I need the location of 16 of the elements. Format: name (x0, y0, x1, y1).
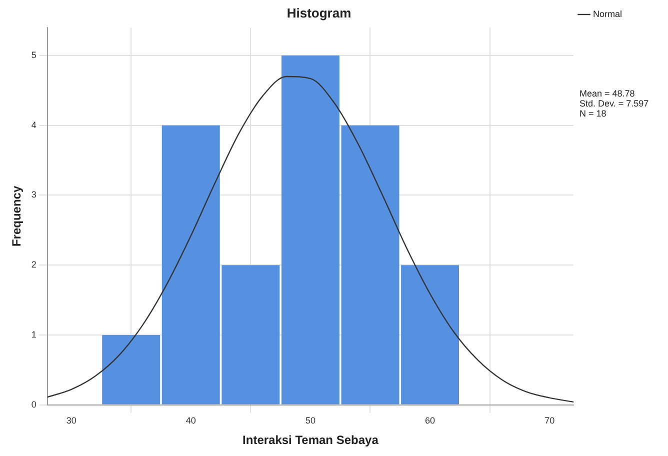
x-tick-label: 70 (544, 416, 555, 426)
y-tick-label: 4 (31, 120, 36, 130)
y-tick-label: 2 (31, 260, 36, 270)
chart-title: Histogram (286, 5, 352, 20)
legend-label: Normal (592, 8, 622, 19)
x-tick-label: 60 (425, 416, 436, 426)
y-tick-label: 0 (31, 399, 36, 410)
x-tick-label: 30 (66, 416, 76, 426)
y-tick-label: 3 (31, 190, 36, 200)
x-tick-label: 40 (186, 416, 196, 426)
x-axis-title: Interaksi Teman Sebaya (242, 433, 379, 448)
y-tick-label: 1 (31, 329, 36, 340)
x-tick-label: 50 (305, 416, 316, 426)
text: Mean = 48.78 Std. Dev. = 7.597 N = 18 (579, 88, 649, 119)
y-tick-label: 5 (31, 50, 36, 60)
y-axis-title: Frequency (10, 186, 24, 247)
